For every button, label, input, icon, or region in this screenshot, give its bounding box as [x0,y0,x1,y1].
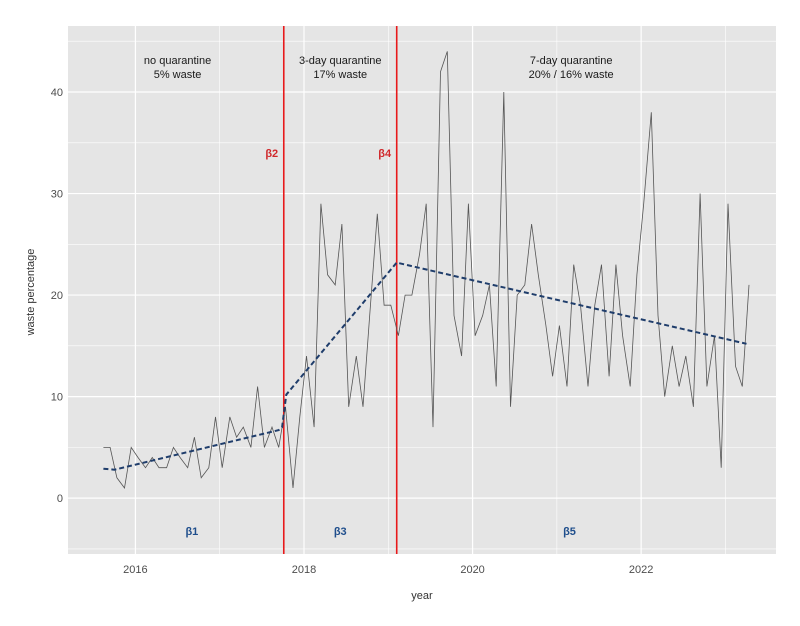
region-label-title: 7-day quarantine [530,55,613,67]
series-line [103,51,750,489]
segment-beta-label: β3 [334,526,347,538]
breakpoint-lines [282,26,398,554]
region-label-title: no quarantine [144,55,211,67]
trend-line [103,261,747,471]
series-layer [103,51,750,489]
x-tick-label: 2020 [460,564,484,576]
y-tick-label: 20 [51,290,63,302]
trend-layer [103,261,747,471]
x-tick-label: 2016 [123,564,147,576]
y-tick-label: 40 [51,87,63,99]
segment-beta-label: β5 [563,526,576,538]
y-tick-label: 0 [57,493,63,505]
tick-labels: 2016 2018 2020 2022 0 10 20 30 40 [51,87,654,576]
x-tick-label: 2022 [629,564,653,576]
region-label-waste: 5% waste [154,69,202,81]
y-tick-label: 10 [51,392,63,404]
segment-beta-label: β1 [185,526,198,538]
annotations-layer: no quarantine 5% waste 3-day quarantine 17%… [144,55,614,538]
x-axis-title: year [411,590,433,602]
x-tick-label: 2018 [292,564,316,576]
region-label-waste: 17% waste [313,69,367,81]
breakpoint-beta-label: β2 [265,148,278,160]
plot-panel [68,26,776,554]
region-label-waste: 20% / 16% waste [529,69,614,81]
region-label-title: 3-day quarantine [299,55,382,67]
breakpoint-beta-label: β4 [378,148,392,160]
y-tick-label: 30 [51,189,63,201]
y-axis-title: waste percentage [25,249,37,337]
